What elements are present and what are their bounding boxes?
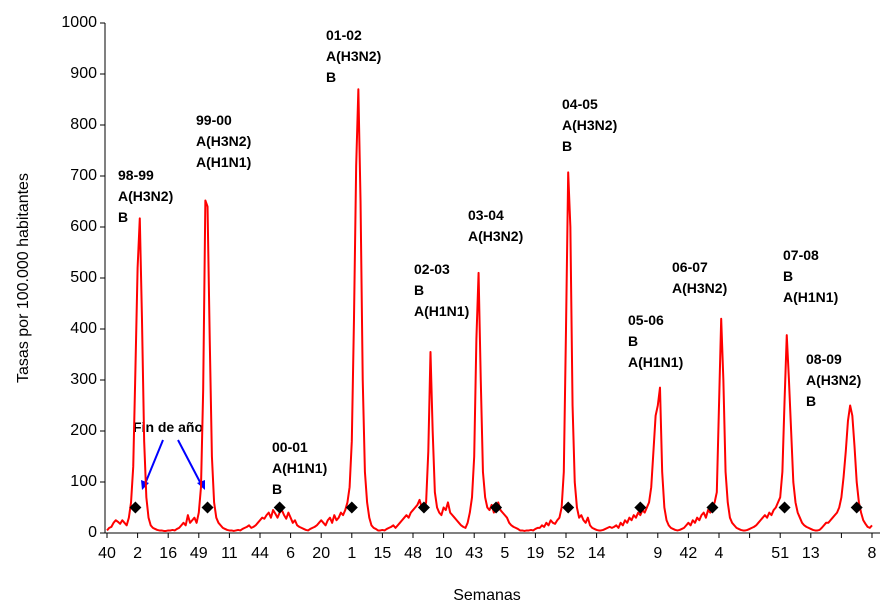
marker xyxy=(201,501,214,514)
season-label: A(H3N2) xyxy=(118,188,173,204)
marker xyxy=(562,501,575,514)
season-label: 03-04 xyxy=(468,207,504,223)
season-label: 04-05 xyxy=(562,96,598,112)
x-tick-label: 44 xyxy=(251,545,269,562)
season-label: 08-09 xyxy=(806,351,842,367)
season-label: 01-02 xyxy=(326,27,362,43)
arrow xyxy=(144,439,164,485)
x-tick-label: 11 xyxy=(221,545,238,562)
y-tick-label: 300 xyxy=(70,371,97,388)
marker xyxy=(129,501,142,514)
x-tick-label: 6 xyxy=(286,545,295,562)
season-label: 00-01 xyxy=(272,439,308,455)
season-label: A(H3N2) xyxy=(196,133,251,149)
season-label: A(H1N1) xyxy=(414,303,469,319)
line xyxy=(106,88,873,532)
x-axis-title: Semanas xyxy=(453,587,521,604)
season-label: B xyxy=(118,209,128,225)
season-label: B xyxy=(562,138,572,154)
x-tick-label: 5 xyxy=(500,545,509,562)
marker xyxy=(706,501,719,514)
y-tick-label: 900 xyxy=(70,65,97,82)
x-tick-label: 13 xyxy=(802,545,820,562)
x-tick-label: 52 xyxy=(557,545,575,562)
season-label: A(H1N1) xyxy=(196,154,251,170)
season-label: A(H1N1) xyxy=(783,289,838,305)
season-label: A(H3N2) xyxy=(468,228,523,244)
season-label: A(H1N1) xyxy=(628,354,683,370)
season-label: 99-00 xyxy=(196,112,232,128)
y-tick-label: 700 xyxy=(70,167,97,184)
x-tick-label: 8 xyxy=(868,545,877,562)
marker xyxy=(417,501,430,514)
season-label: 05-06 xyxy=(628,312,664,328)
y-axis-title: Tasas por 100.000 habitantes xyxy=(15,173,32,383)
season-label: 06-07 xyxy=(672,259,708,275)
marker xyxy=(345,501,358,514)
x-tick-label: 51 xyxy=(771,545,789,562)
season-label: A(H1N1) xyxy=(272,460,327,476)
season-label: 98-99 xyxy=(118,167,154,183)
season-label: A(H3N2) xyxy=(562,117,617,133)
x-tick-label: 16 xyxy=(159,545,177,562)
x-tick-label: 19 xyxy=(527,545,545,562)
marker xyxy=(634,501,647,514)
x-tick-label: 4 xyxy=(715,545,724,562)
x-tick-label: 2 xyxy=(133,545,142,562)
season-label: B xyxy=(272,481,282,497)
marker xyxy=(778,501,791,514)
season-label: B xyxy=(806,393,816,409)
y-tick-label: 500 xyxy=(70,269,97,286)
y-tick-label: 1000 xyxy=(61,14,97,31)
y-tick-label: 600 xyxy=(70,218,97,235)
season-label: A(H3N2) xyxy=(806,372,861,388)
y-tick-label: 800 xyxy=(70,116,97,133)
y-tick-label: 100 xyxy=(70,473,97,490)
note: Fin de año xyxy=(133,419,203,435)
season-label: B xyxy=(628,333,638,349)
x-tick-label: 15 xyxy=(374,545,392,562)
season-label: A(H3N2) xyxy=(672,280,727,296)
x-tick-label: 14 xyxy=(588,545,606,562)
x-tick-label: 9 xyxy=(653,545,662,562)
arrow xyxy=(177,439,202,485)
marker xyxy=(490,501,503,514)
x-tick-label: 49 xyxy=(190,545,208,562)
season-label: 07-08 xyxy=(783,247,819,263)
season-label: B xyxy=(326,69,336,85)
y-tick-label: 400 xyxy=(70,320,97,337)
marker xyxy=(273,501,286,514)
y-tick-label: 0 xyxy=(88,524,97,541)
x-tick-label: 1 xyxy=(347,545,356,562)
x-tick-label: 43 xyxy=(465,545,483,562)
season-label: B xyxy=(414,282,424,298)
season-label: A(H3N2) xyxy=(326,48,381,64)
x-tick-label: 42 xyxy=(680,545,698,562)
x-tick-label: 40 xyxy=(98,545,116,562)
marker xyxy=(850,501,863,514)
x-tick-label: 48 xyxy=(404,545,422,562)
y-tick-label: 200 xyxy=(70,422,97,439)
x-tick-label: 20 xyxy=(312,545,330,562)
x-tick-label: 10 xyxy=(435,545,453,562)
season-label: B xyxy=(783,268,793,284)
season-label: 02-03 xyxy=(414,261,450,277)
